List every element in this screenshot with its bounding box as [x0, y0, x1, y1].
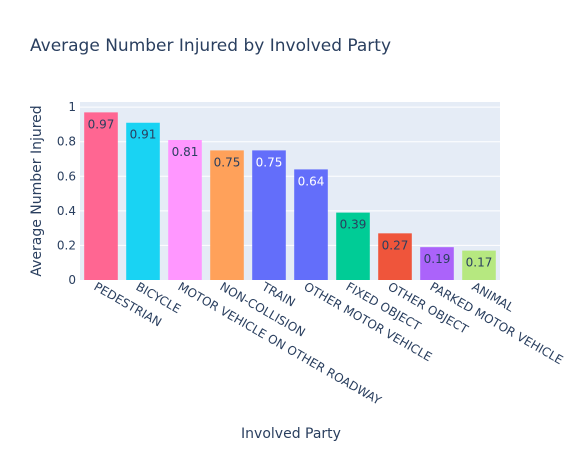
bar-value-label: 0.91	[130, 128, 157, 142]
bar	[84, 112, 118, 281]
bar	[378, 233, 412, 280]
bar-value-label: 0.19	[424, 252, 451, 266]
bar	[462, 250, 496, 280]
bar	[126, 122, 160, 281]
y-tick-label: 0.6	[57, 169, 76, 183]
y-tick-label: 0	[68, 273, 76, 287]
bar-value-labels: 0.97 0.91 0.81 0.75 0.75 0.64 0.39 0.27 0.19 0.17	[88, 117, 493, 269]
bar-value-label: 0.75	[214, 155, 241, 169]
y-axis-ticks: 0 0.2 0.4 0.6 0.8 1	[57, 100, 76, 287]
chart-title: Average Number Injured by Involved Party	[30, 36, 391, 56]
y-tick-label: 0.4	[57, 204, 76, 218]
bar	[336, 212, 370, 280]
bar-value-label: 0.64	[298, 174, 325, 188]
bar	[294, 169, 328, 280]
bar-value-label: 0.39	[340, 218, 367, 232]
bar	[252, 150, 286, 280]
bar-value-label: 0.97	[88, 117, 115, 131]
x-axis-title: Involved Party	[241, 426, 341, 442]
bar-value-label: 0.17	[466, 256, 493, 270]
bar	[420, 247, 454, 280]
y-axis-title: Average Number Injured	[29, 105, 45, 276]
y-tick-label: 1	[68, 100, 76, 114]
bar-value-label: 0.81	[172, 145, 199, 159]
bar-value-label: 0.75	[256, 155, 283, 169]
bars	[84, 112, 496, 281]
bar-value-label: 0.27	[382, 238, 409, 252]
y-tick-label: 0.2	[57, 238, 76, 252]
y-tick-label: 0.8	[57, 135, 76, 149]
bar	[210, 150, 244, 280]
bar	[168, 140, 202, 280]
